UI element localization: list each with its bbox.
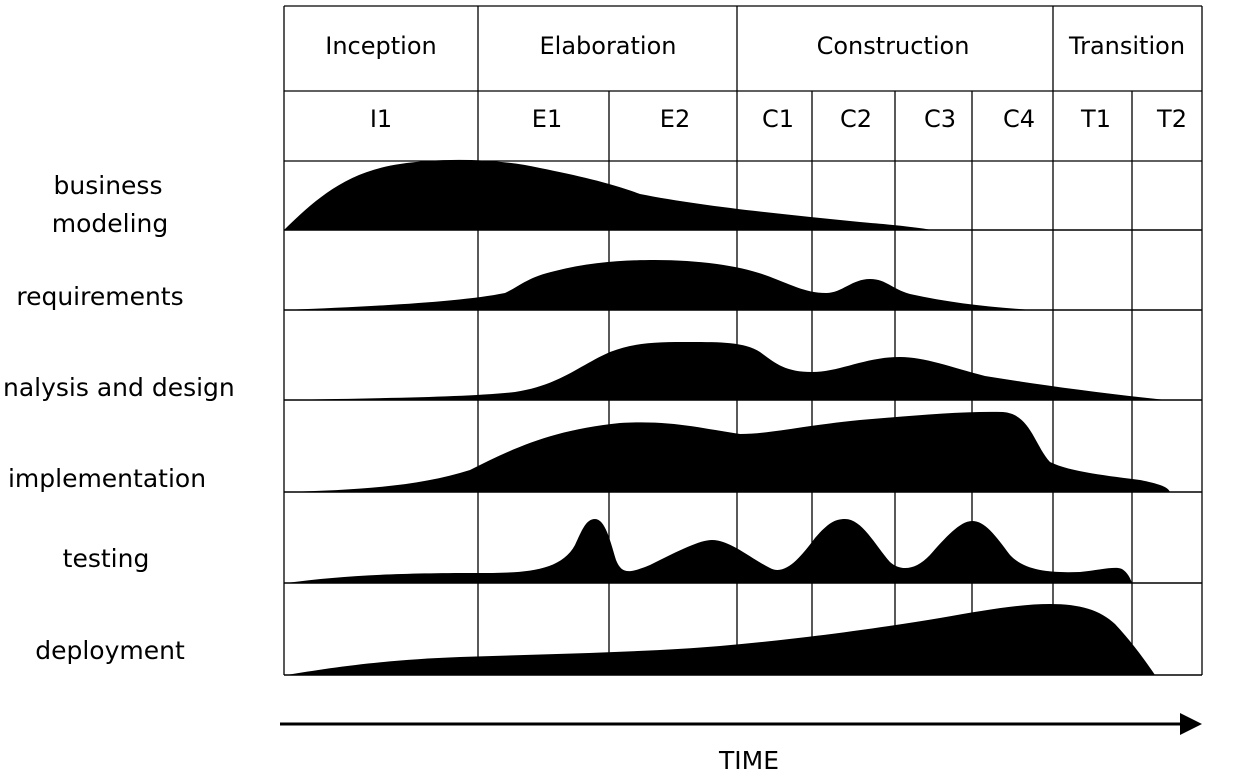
phase-label-transition: Transition [1068,32,1185,60]
hump-deployment [286,604,1155,675]
hump-analysis-and-design [286,342,1166,400]
iteration-label-e2: E2 [660,105,690,133]
hump-business-modeling [284,159,932,230]
iteration-label-c3: C3 [924,105,956,133]
iteration-label-i1: I1 [370,105,392,133]
iteration-headers: I1 E1 E2 C1 C2 C3 C4 T1 T2 [370,105,1187,133]
discipline-label-requirements: requirements [16,282,183,311]
time-arrow-head-icon [1180,713,1202,735]
phase-label-inception: Inception [325,32,436,60]
discipline-label-testing: testing [63,544,150,573]
discipline-label-business-modeling-line-1: business [54,171,163,200]
phase-label-elaboration: Elaboration [539,32,676,60]
discipline-labels: business modeling requirements nalysis a… [3,171,235,665]
iteration-label-c1: C1 [762,105,794,133]
phase-headers: Inception Elaboration Construction Trans… [325,32,1185,60]
hump-testing [286,519,1132,583]
discipline-label-analysis-and-design: nalysis and design [3,373,235,402]
discipline-label-deployment: deployment [35,636,185,665]
iteration-label-c2: C2 [840,105,872,133]
hump-implementation [286,411,1170,492]
time-axis-label: TIME [718,746,779,775]
iteration-label-t2: T2 [1156,105,1187,133]
iteration-label-t1: T1 [1080,105,1111,133]
iteration-label-c4: C4 [1003,105,1035,133]
iteration-label-e1: E1 [532,105,562,133]
discipline-label-implementation: implementation [8,464,206,493]
hump-requirements [286,260,1032,310]
discipline-label-business-modeling-line-2: modeling [52,209,169,238]
time-axis: TIME [280,713,1202,775]
phase-label-construction: Construction [817,32,970,60]
grid [283,5,1203,676]
effort-humps [284,159,1170,675]
